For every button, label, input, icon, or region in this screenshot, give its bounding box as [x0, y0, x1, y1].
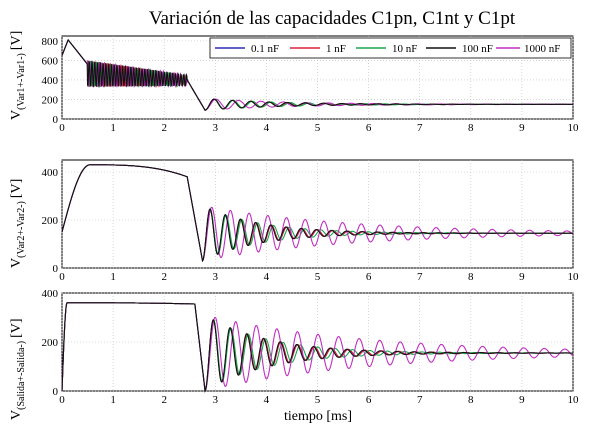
grid-2 [61, 160, 574, 269]
y-axis-label-3: V(Salida+-Salida-)[V] [9, 318, 27, 420]
legend-label-3: 10 nF [392, 43, 417, 55]
x-tick-label: 9 [519, 271, 525, 283]
x-tick-label: 7 [417, 271, 423, 283]
x-tick-label: 8 [468, 122, 474, 134]
y-ticks-2: 0 200 400 [42, 167, 59, 275]
figure-title: Variación de las capacidades C1pn, C1nt … [149, 8, 516, 29]
y-ticks-3: 0 200 400 [42, 288, 59, 398]
x-tick-label: 2 [161, 122, 167, 134]
x-tick-label: 7 [417, 122, 423, 134]
legend-entry-2: 1 nF [290, 43, 346, 55]
x-tick-label: 4 [264, 122, 270, 134]
x-tick-label: 10 [568, 394, 580, 406]
chart-panel-3: 0 1 2 3 4 5 6 7 8 9 10 0 200 400 V(Salida+-Salida-)[… [9, 288, 579, 420]
x-tick-label: 2 [161, 271, 167, 283]
legend-box [209, 37, 572, 59]
x-tick-label: 3 [213, 271, 219, 283]
x-ticks-2: 0 1 2 3 4 5 6 7 8 9 10 [59, 271, 579, 283]
x-tick-label: 8 [468, 394, 474, 406]
y-tick-label: 200 [42, 337, 59, 349]
x-tick-label: 1 [110, 122, 116, 134]
legend: 0.1 nF 1 nF 10 nF 100 nF 1000 nF [209, 37, 572, 59]
legend-label-4: 100 nF [462, 43, 493, 55]
y-tick-label: 800 [42, 36, 59, 48]
x-tick-label: 10 [568, 271, 580, 283]
x-tick-label: 4 [264, 394, 270, 406]
legend-label-2: 1 nF [326, 43, 346, 55]
x-tick-label: 7 [417, 394, 423, 406]
x-ticks-1: 0 1 2 3 4 5 6 7 8 9 10 [59, 122, 579, 134]
x-tick-label: 1 [110, 271, 116, 283]
y-tick-label: 400 [42, 167, 59, 179]
x-tick-label: 3 [213, 122, 219, 134]
y-tick-label: 0 [53, 263, 59, 275]
x-tick-label: 9 [519, 122, 525, 134]
y-tick-label: 400 [42, 75, 59, 87]
legend-label-1: 0.1 nF [251, 43, 279, 55]
x-tick-label: 5 [315, 394, 321, 406]
legend-entry-5: 1000 nF [496, 43, 560, 55]
x-tick-label: 10 [568, 122, 580, 134]
series-line-100-nF [61, 39, 574, 111]
x-tick-label: 6 [366, 271, 372, 283]
y-axis-label-2: V(Var2+-Var2-)[V] [9, 179, 27, 268]
y-tick-label: 200 [42, 94, 59, 106]
y-tick-label: 0 [53, 114, 59, 126]
legend-entry-3: 10 nF [356, 43, 417, 55]
x-tick-label: 6 [366, 394, 372, 406]
y-ticks-1: 0 200 400 600 800 [42, 36, 59, 126]
x-tick-label: 0 [59, 394, 65, 406]
series-lines-2 [61, 164, 574, 263]
x-tick-label: 9 [519, 394, 525, 406]
x-tick-label: 4 [264, 271, 270, 283]
x-tick-label: 5 [315, 271, 321, 283]
y-tick-label: 0 [53, 386, 59, 398]
x-ticks-3: 0 1 2 3 4 5 6 7 8 9 10 [59, 394, 579, 406]
y-tick-label: 600 [42, 55, 59, 67]
x-tick-label: 1 [110, 394, 116, 406]
legend-entry-4: 100 nF [426, 43, 493, 55]
series-lines-1 [61, 39, 574, 111]
x-axis-label: tiempo [ms] [284, 409, 352, 424]
chart-panel-1: 0 1 2 3 4 5 6 7 8 9 10 0 200 400 600 800 V(Var1+-Var1-… [9, 31, 579, 134]
y-axis-label-1: V(Var1+-Var1-)[V] [9, 31, 27, 120]
series-line-100-nF [61, 302, 573, 393]
x-tick-label: 3 [213, 394, 219, 406]
x-tick-label: 6 [366, 122, 372, 134]
series-lines-3 [61, 302, 574, 393]
series-line-100-nF [61, 164, 573, 263]
x-tick-label: 2 [161, 394, 167, 406]
x-tick-label: 8 [468, 271, 474, 283]
y-tick-label: 400 [42, 288, 59, 300]
legend-entry-1: 0.1 nF [215, 43, 279, 55]
x-tick-label: 0 [59, 122, 65, 134]
x-tick-label: 5 [315, 122, 321, 134]
x-tick-label: 0 [59, 271, 65, 283]
chart-panel-2: 0 1 2 3 4 5 6 7 8 9 10 0 200 400 V(Var2+-Var2-)[V] [9, 159, 579, 283]
y-tick-label: 200 [42, 215, 59, 227]
legend-label-5: 1000 nF [524, 43, 560, 55]
